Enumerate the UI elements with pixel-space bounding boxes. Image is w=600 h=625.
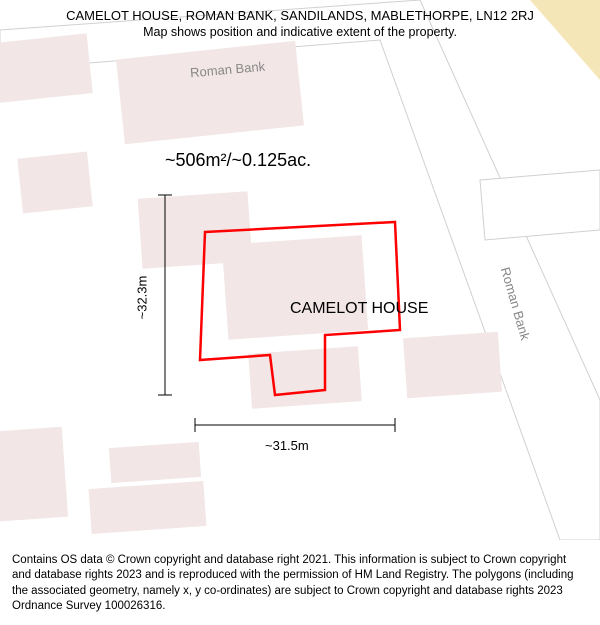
building bbox=[0, 427, 68, 523]
header: CAMELOT HOUSE, ROMAN BANK, SANDILANDS, M… bbox=[0, 0, 600, 43]
area-label: ~506m²/~0.125ac. bbox=[165, 150, 311, 171]
map-area: Roman Bank Roman Bank ~506m²/~0.125ac. C… bbox=[0, 0, 600, 540]
building bbox=[89, 481, 207, 534]
dim-vertical-label: ~32.3m bbox=[134, 276, 149, 320]
subtitle-line: Map shows position and indicative extent… bbox=[10, 25, 590, 39]
building bbox=[403, 332, 502, 398]
road-side bbox=[480, 170, 600, 240]
building bbox=[222, 235, 368, 340]
building bbox=[248, 346, 362, 409]
address-line: CAMELOT HOUSE, ROMAN BANK, SANDILANDS, M… bbox=[10, 8, 590, 23]
dim-horizontal-label: ~31.5m bbox=[265, 438, 309, 453]
building bbox=[109, 442, 201, 483]
copyright-text: Contains OS data © Crown copyright and d… bbox=[12, 554, 573, 613]
footer: Contains OS data © Crown copyright and d… bbox=[0, 547, 600, 625]
property-name-label: CAMELOT HOUSE bbox=[290, 300, 428, 318]
building bbox=[17, 151, 92, 213]
